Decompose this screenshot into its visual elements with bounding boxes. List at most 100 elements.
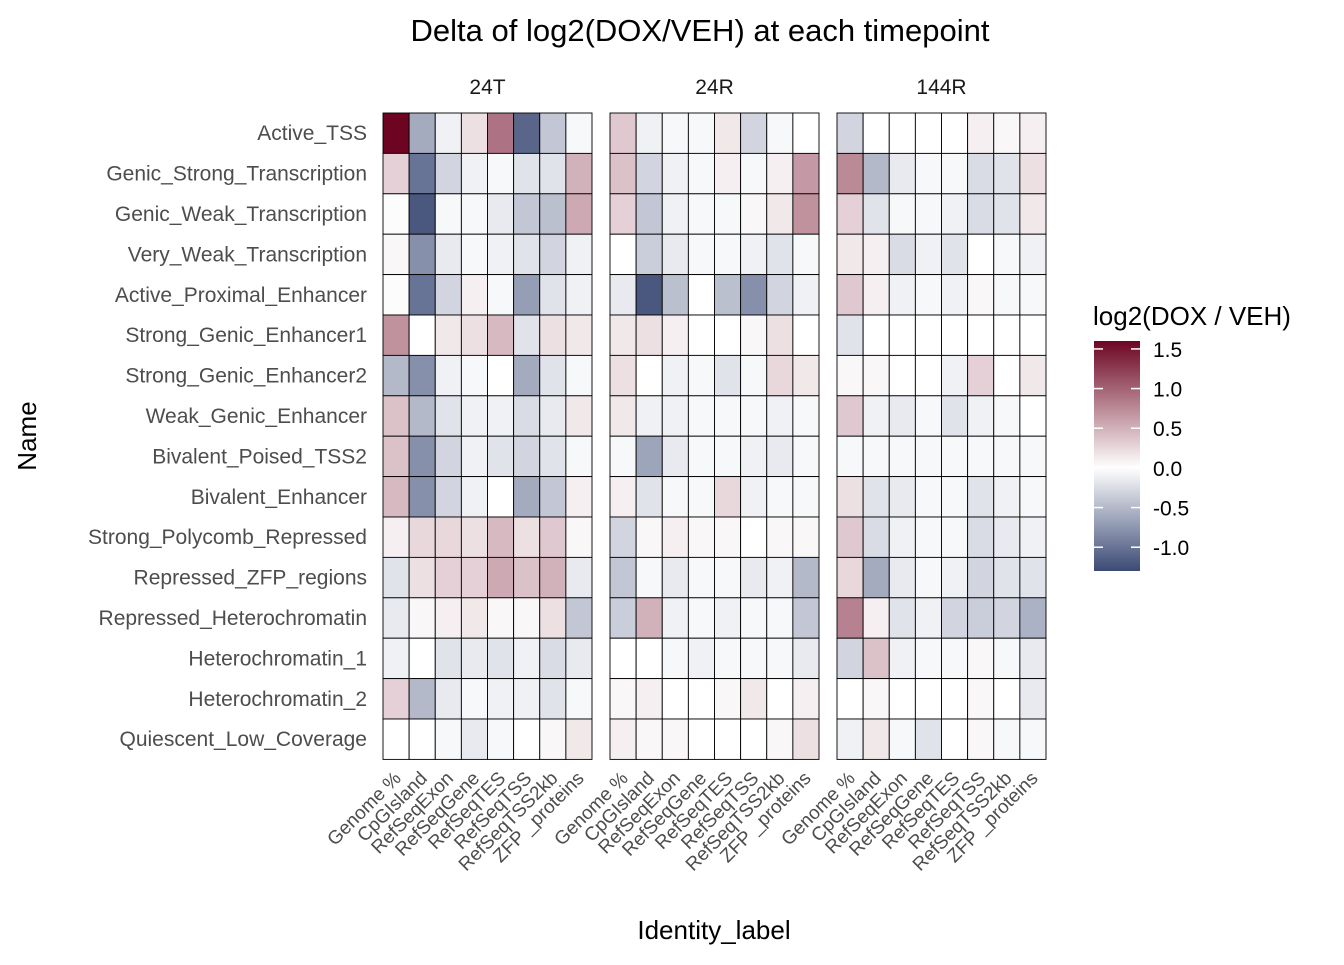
heatmap-cell	[539, 637, 567, 680]
heatmap-cell	[408, 233, 436, 276]
heatmap-cell	[792, 112, 820, 154]
heatmap-cell	[513, 678, 541, 720]
heatmap-cell	[408, 556, 436, 599]
legend-tick-label: 1.5	[1153, 339, 1182, 362]
heatmap-cell	[487, 233, 515, 276]
heatmap-cell	[862, 152, 890, 195]
heatmap-cell	[967, 152, 995, 195]
heatmap-cell	[766, 556, 794, 599]
heatmap-cell	[460, 152, 488, 195]
heatmap-cell	[635, 718, 663, 760]
heatmap-cell	[460, 556, 488, 599]
heatmap-cell	[539, 435, 567, 478]
heatmap-cell	[434, 516, 462, 558]
heatmap-cell	[862, 516, 890, 558]
heatmap-cell	[836, 556, 864, 599]
heatmap-cell	[993, 637, 1021, 680]
heatmap-cell	[609, 314, 637, 356]
heatmap-cell	[836, 395, 864, 437]
heatmap-cell	[434, 678, 462, 720]
heatmap-cell	[687, 597, 715, 639]
heatmap-cell	[836, 274, 864, 316]
heatmap-cell	[539, 152, 567, 195]
heatmap-cell	[687, 516, 715, 558]
heatmap-cell	[434, 193, 462, 235]
heatmap-cell	[408, 516, 436, 558]
heatmap-cell	[714, 233, 742, 276]
heatmap-cell	[914, 112, 942, 154]
y-tick-label: Active_TSS	[257, 122, 367, 145]
heatmap-cell	[609, 395, 637, 437]
heatmap-cell	[382, 556, 410, 599]
heatmap-cell	[766, 476, 794, 518]
heatmap-cell	[766, 314, 794, 356]
y-axis-label: Name	[12, 401, 42, 470]
heatmap-cell	[1019, 597, 1047, 639]
y-tick-label: Genic_Strong_Transcription	[106, 163, 367, 186]
heatmap-cell	[862, 314, 890, 356]
heatmap-cell	[513, 395, 541, 437]
heatmap-cell	[714, 152, 742, 195]
heatmap-cell	[714, 112, 742, 154]
heatmap-cell	[941, 556, 969, 599]
heatmap-cell	[539, 274, 567, 316]
heatmap-cell	[888, 597, 916, 639]
heatmap-cell	[914, 354, 942, 397]
heatmap-cell	[941, 193, 969, 235]
heatmap-cell	[714, 476, 742, 518]
heatmap-cell	[687, 435, 715, 478]
heatmap-cell	[382, 152, 410, 195]
heatmap-cell	[740, 274, 768, 316]
heatmap-cell	[888, 112, 916, 154]
heatmap-cell	[914, 476, 942, 518]
heatmap-cell	[740, 556, 768, 599]
heatmap-cell	[687, 395, 715, 437]
heatmap-cell	[888, 476, 916, 518]
heatmap-cell	[1019, 556, 1047, 599]
heatmap-cell	[862, 435, 890, 478]
heatmap-cell	[888, 314, 916, 356]
heatmap-cell	[888, 435, 916, 478]
heatmap-cell	[967, 435, 995, 478]
heatmap-cell	[888, 354, 916, 397]
heatmap-cell	[888, 516, 916, 558]
heatmap-cell	[687, 476, 715, 518]
heatmap-cell	[687, 556, 715, 599]
heatmap-cell	[661, 233, 689, 276]
heatmap-cell	[792, 718, 820, 760]
heatmap-cell	[513, 233, 541, 276]
heatmap-cell	[1019, 233, 1047, 276]
heatmap-cell	[993, 516, 1021, 558]
legend-tick-label: 0.5	[1153, 418, 1182, 441]
heatmap-cell	[967, 395, 995, 437]
heatmap-cell	[460, 193, 488, 235]
heatmap-cell	[513, 637, 541, 680]
heatmap-cell	[487, 354, 515, 397]
heatmap-cell	[434, 395, 462, 437]
heatmap-cell	[382, 597, 410, 639]
heatmap-cell	[740, 597, 768, 639]
heatmap-cell	[941, 354, 969, 397]
heatmap-cell	[460, 314, 488, 356]
heatmap-cell	[792, 354, 820, 397]
heatmap-cell	[609, 193, 637, 235]
heatmap-cell	[740, 678, 768, 720]
heatmap-cell	[513, 274, 541, 316]
heatmap-cell	[382, 435, 410, 478]
heatmap-cell	[434, 314, 462, 356]
heatmap-cell	[539, 233, 567, 276]
heatmap-cell	[513, 476, 541, 518]
heatmap-cell	[967, 597, 995, 639]
heatmap-cell	[766, 435, 794, 478]
heatmap-cell	[740, 233, 768, 276]
heatmap-cell	[539, 395, 567, 437]
heatmap-cell	[941, 112, 969, 154]
heatmap-cell	[460, 516, 488, 558]
heatmap-cell	[487, 274, 515, 316]
heatmap-cell	[792, 637, 820, 680]
heatmap-cell	[714, 354, 742, 397]
heatmap-cell	[661, 516, 689, 558]
heatmap-cell	[565, 678, 593, 720]
heatmap-cell	[635, 274, 663, 316]
heatmap-cell	[792, 597, 820, 639]
